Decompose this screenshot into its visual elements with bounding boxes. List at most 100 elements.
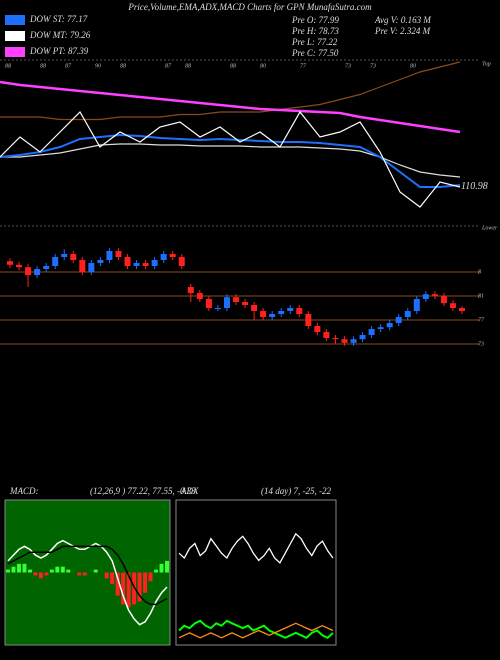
last-price: 110.98 xyxy=(461,181,488,192)
candle-body xyxy=(269,314,276,318)
candle-body xyxy=(296,308,303,315)
candle-body xyxy=(431,294,438,297)
candle-body xyxy=(242,302,249,306)
top-label: 88 xyxy=(185,63,191,69)
panel-background xyxy=(4,499,171,646)
series-line xyxy=(178,619,334,639)
histogram-bar xyxy=(154,569,159,573)
candle-body xyxy=(115,251,122,258)
top-label: 88 xyxy=(5,63,11,69)
candle-body xyxy=(7,261,13,265)
candle-body xyxy=(223,297,230,309)
histogram-bar xyxy=(66,569,71,573)
histogram-bar xyxy=(143,572,148,593)
candle-body xyxy=(214,308,221,310)
candle-body xyxy=(278,311,285,315)
candle-body xyxy=(97,260,104,264)
candle-body xyxy=(133,263,140,267)
top-label: 87 xyxy=(165,63,172,69)
stat-label: Pre O: 77.99 xyxy=(291,15,339,25)
top-label: 80 xyxy=(410,63,416,69)
panel-subtitle: (14 day) 7, -25, -22 xyxy=(261,486,331,496)
legend-swatch xyxy=(5,15,25,25)
top-label: 88 xyxy=(120,63,126,69)
legend-label: DOW PT: 87.39 xyxy=(29,46,89,56)
top-label: 88 xyxy=(230,63,236,69)
legend-label: DOW MT: 79.26 xyxy=(29,30,91,40)
candle-body xyxy=(70,254,77,261)
series-line xyxy=(0,61,461,121)
candle-body xyxy=(187,287,194,294)
histogram-bar xyxy=(132,572,137,605)
candle-body xyxy=(52,257,59,267)
candle-body xyxy=(305,314,312,327)
price-label: 73 xyxy=(478,341,484,347)
candle-body xyxy=(196,293,203,300)
histogram-bar xyxy=(165,560,169,573)
legend-swatch xyxy=(5,31,25,41)
candle-body xyxy=(422,294,429,300)
histogram-bar xyxy=(104,572,109,579)
histogram-bar xyxy=(44,572,49,576)
candle-body xyxy=(25,267,32,276)
price-label: 8 xyxy=(478,269,481,275)
stat-label: Pre H: 78.73 xyxy=(291,26,339,36)
candle-body xyxy=(88,263,95,273)
histogram-bar xyxy=(22,563,27,573)
series-line xyxy=(0,110,461,208)
top-label: 77 xyxy=(300,63,307,69)
candle-body xyxy=(106,251,113,261)
candle-body xyxy=(260,311,267,318)
candle-body xyxy=(178,257,185,267)
candle-body xyxy=(395,317,402,324)
corner-label: Lower xyxy=(481,225,498,231)
histogram-bar xyxy=(159,563,164,573)
top-label: 90 xyxy=(95,63,101,69)
stat-label: Pre V: 2.324 M xyxy=(374,26,431,36)
candle-body xyxy=(359,335,366,340)
histogram-bar xyxy=(110,572,115,585)
candle-body xyxy=(142,263,149,267)
candle-body xyxy=(16,264,23,268)
candle-body xyxy=(459,308,465,312)
top-label: 87 xyxy=(65,63,72,69)
series-line xyxy=(7,539,168,626)
stat-label: Avg V: 0.163 M xyxy=(374,15,431,25)
series-line xyxy=(178,532,334,564)
series-line xyxy=(0,80,461,134)
candle-body xyxy=(368,329,375,336)
candle-body xyxy=(205,299,212,309)
candle-body xyxy=(34,269,41,276)
legend-swatch xyxy=(5,47,25,57)
candle-body xyxy=(449,303,456,309)
histogram-bar xyxy=(77,572,82,576)
candle-body xyxy=(61,254,68,258)
histogram-bar xyxy=(121,572,126,605)
candle-body xyxy=(233,297,239,303)
panel-background xyxy=(175,499,337,646)
candle-body xyxy=(169,254,176,258)
candle-body xyxy=(332,338,339,340)
chart-title: Price,Volume,EMA,ADX,MACD Charts for GPN… xyxy=(127,2,372,12)
candle-body xyxy=(43,266,50,270)
top-label: 88 xyxy=(40,63,46,69)
stat-label: Pre C: 77.50 xyxy=(291,48,339,58)
legend-label: DOW ST: 77.17 xyxy=(29,14,88,24)
panel-title: MACD: xyxy=(9,486,39,496)
candle-body xyxy=(314,326,321,333)
histogram-bar xyxy=(6,569,10,573)
candle-body xyxy=(386,323,393,328)
histogram-bar xyxy=(55,566,60,573)
candle-body xyxy=(287,308,294,312)
histogram-bar xyxy=(49,569,54,573)
top-label: 73 xyxy=(370,63,376,69)
top-label: 73 xyxy=(345,63,351,69)
panel-subtitle: (12,26,9 ) 77.22, 77.55, -0.33 xyxy=(90,486,196,496)
histogram-bar xyxy=(115,572,120,596)
series-line xyxy=(178,622,334,639)
histogram-bar xyxy=(16,563,21,573)
corner-label: Top xyxy=(482,61,491,67)
histogram-bar xyxy=(11,566,16,573)
